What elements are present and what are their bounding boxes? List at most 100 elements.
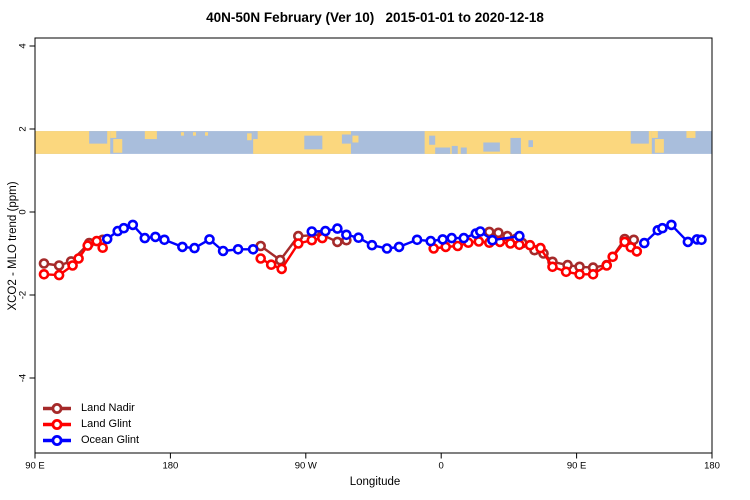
- data-point-ocean-glint: [139, 232, 151, 244]
- map-strip-sea-patch: [483, 142, 500, 152]
- x-tick-label: 90 W: [295, 461, 317, 472]
- x-tick-label: 90 E: [25, 461, 45, 472]
- data-point-land-glint: [73, 253, 84, 264]
- data-point-ocean-glint: [458, 232, 470, 244]
- data-point-land-glint: [265, 259, 277, 271]
- data-point-land-glint: [452, 240, 464, 252]
- map-strip-sea-patch: [435, 147, 451, 154]
- legend-item-ocean-glint: Ocean Glint: [42, 433, 139, 447]
- map-strip-sea-patch: [510, 137, 521, 154]
- chart-title: 40N-50N February (Ver 10) 2015-01-01 to …: [206, 10, 544, 25]
- legend: Land Nadir Land Glint Ocean Glint: [42, 401, 139, 447]
- data-point-land-glint: [560, 266, 572, 278]
- data-point-ocean-glint: [306, 226, 318, 237]
- data-point-ocean-glint: [696, 234, 707, 246]
- x-tick-label: 0: [439, 461, 444, 472]
- data-point-land-glint: [524, 239, 536, 251]
- legend-circle: [51, 418, 63, 430]
- data-point-land-glint: [306, 234, 318, 246]
- map-strip-sea-patch: [89, 131, 108, 144]
- data-point-ocean-glint: [393, 241, 405, 253]
- data-point-land-glint: [53, 269, 65, 281]
- map-strip-island-patch: [144, 131, 157, 140]
- data-point-ocean-glint: [204, 234, 215, 245]
- data-point-land-glint: [67, 260, 78, 271]
- y-tick-label: -2: [18, 291, 29, 299]
- data-point-ocean-glint: [638, 237, 650, 249]
- x-tick-label: 180: [704, 461, 720, 472]
- y-tick-label: -4: [18, 374, 29, 382]
- data-point-land-glint: [255, 253, 267, 264]
- x-axis-label: Longitude: [349, 476, 401, 488]
- x-tick-label: 90 E: [567, 461, 587, 472]
- map-strip-sea-patch: [451, 145, 458, 154]
- map-strip-sea-patch: [429, 135, 436, 145]
- data-point-ocean-glint: [217, 245, 229, 257]
- data-point-land-glint: [276, 263, 288, 275]
- legend-marker-icon: [43, 402, 71, 414]
- map-strip-island-patch: [113, 139, 123, 153]
- y-tick-label: 4: [18, 43, 29, 48]
- y-tick-label: 0: [18, 209, 29, 214]
- legend-label: Land Glint: [81, 418, 132, 430]
- data-point-ocean-glint: [474, 226, 486, 237]
- data-point-ocean-glint: [425, 235, 437, 247]
- map-strip-island-patch: [352, 135, 359, 143]
- data-point-ocean-glint: [150, 231, 161, 243]
- legend-item-land-nadir: Land Nadir: [42, 401, 139, 415]
- map-strip-island-patch: [110, 131, 117, 138]
- series-ocean-glint: [101, 219, 707, 257]
- data-point-ocean-glint: [320, 225, 331, 237]
- data-point-ocean-glint: [514, 230, 525, 242]
- map-strip-sea-patch: [630, 131, 649, 144]
- data-point-land-glint: [601, 260, 613, 271]
- x-tick-label: 180: [162, 461, 178, 472]
- data-point-land-glint: [587, 268, 599, 280]
- legend-label: Ocean Glint: [81, 434, 140, 446]
- data-point-ocean-glint: [247, 244, 259, 255]
- data-point-land-glint: [292, 238, 304, 249]
- data-point-land-glint: [619, 236, 631, 248]
- data-point-ocean-glint: [381, 243, 393, 254]
- data-point-land-glint: [574, 268, 585, 280]
- map-strip-land: [253, 131, 351, 154]
- map-strip-island-patch: [192, 132, 196, 136]
- data-point-ocean-glint: [411, 234, 423, 246]
- data-point-ocean-glint: [366, 239, 378, 251]
- data-point-ocean-glint: [682, 236, 694, 248]
- y-tick-label: 2: [18, 126, 29, 131]
- legend-circle: [51, 402, 63, 414]
- data-point-land-nadir: [38, 258, 50, 269]
- data-point-land-glint: [607, 251, 619, 263]
- map-strip-island-patch: [247, 133, 252, 141]
- legend-marker-icon: [43, 418, 71, 430]
- map-strip-island-patch: [651, 131, 658, 138]
- legend-item-land-glint: Land Glint: [42, 417, 139, 431]
- map-strip-sea-patch: [304, 135, 323, 150]
- map-strip-sea-patch: [253, 131, 258, 140]
- data-point-land-glint: [547, 261, 558, 273]
- map-strip-island-patch: [654, 139, 664, 153]
- data-point-ocean-glint: [657, 222, 668, 234]
- data-point-ocean-glint: [127, 219, 139, 231]
- data-point-ocean-glint: [177, 241, 188, 253]
- map-strip-island-patch: [180, 132, 184, 136]
- map-strip-sea-patch: [460, 147, 467, 154]
- data-point-ocean-glint: [353, 232, 364, 243]
- map-strip-island-patch: [205, 132, 209, 136]
- plot-border: [34, 37, 713, 454]
- legend-marker-icon: [43, 434, 71, 446]
- data-point-ocean-glint: [232, 244, 244, 255]
- data-point-land-nadir: [53, 260, 65, 271]
- data-point-land-glint: [535, 242, 546, 254]
- data-point-ocean-glint: [437, 234, 449, 245]
- data-point-land-nadir: [332, 236, 343, 248]
- legend-circle: [51, 434, 63, 446]
- data-point-ocean-glint: [189, 242, 200, 254]
- data-point-ocean-glint: [118, 222, 130, 234]
- map-strip-sea-patch: [341, 134, 351, 144]
- data-point-land-glint: [82, 240, 93, 251]
- data-point-land-glint: [505, 238, 516, 249]
